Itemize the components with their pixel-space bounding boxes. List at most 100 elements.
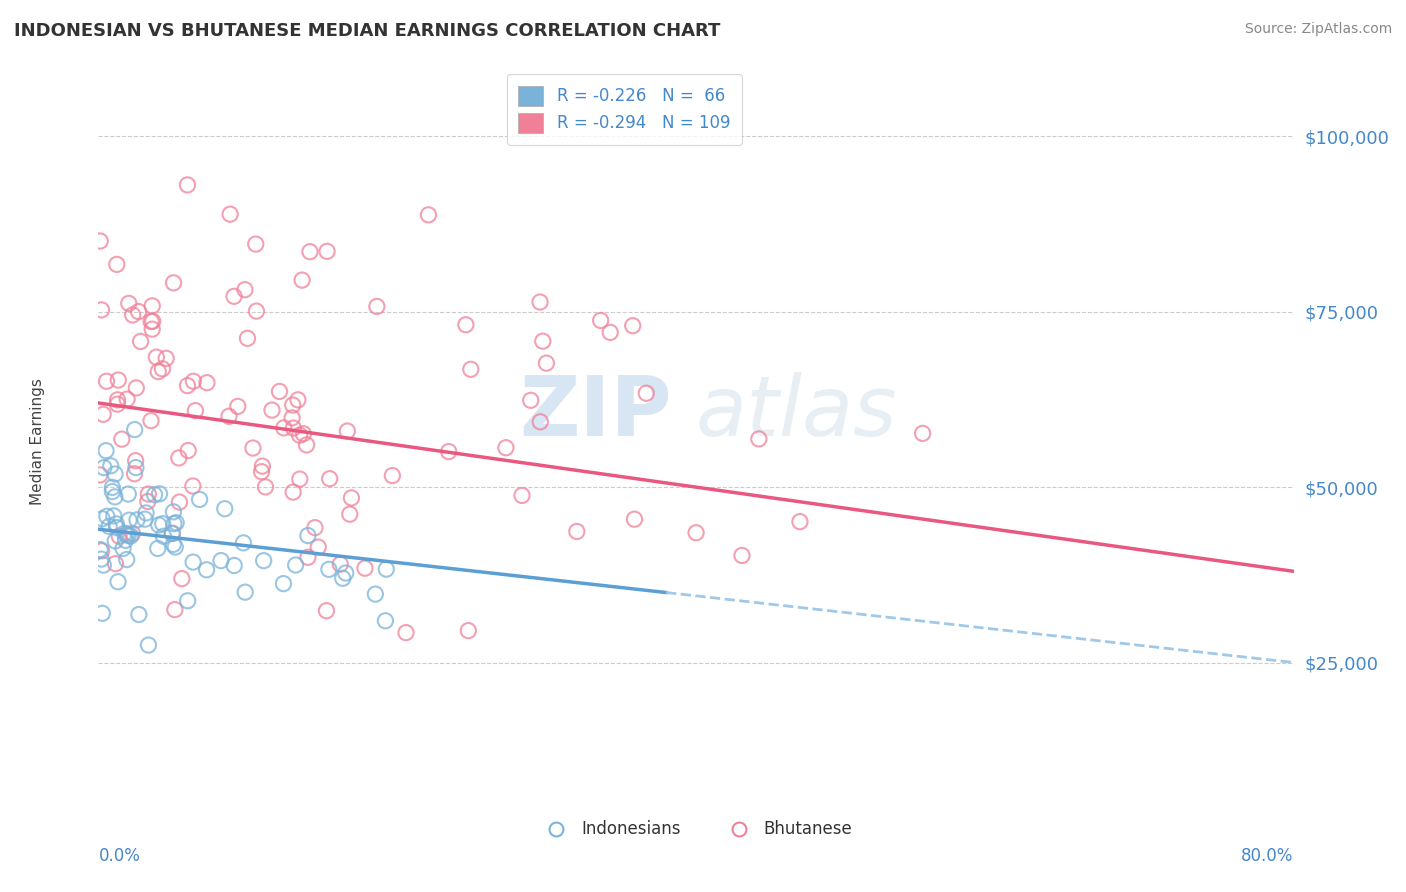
Point [260, 403, 283, 417]
Point [152, 516, 174, 531]
Point [184, 403, 207, 417]
Point [108, 529, 131, 543]
Point [145, 350, 167, 364]
Point [118, 513, 141, 527]
Point [335, 566, 357, 580]
Point [183, 374, 205, 388]
Point [165, 516, 187, 530]
Point [295, 438, 318, 452]
Point [181, 555, 204, 569]
Point [89, 542, 111, 557]
Point [188, 492, 211, 507]
Point [245, 237, 267, 252]
Point [366, 300, 388, 314]
Point [112, 526, 135, 541]
Point [589, 313, 612, 327]
Point [298, 244, 321, 259]
Point [288, 472, 311, 486]
Text: Source: ZipAtlas.com: Source: ZipAtlas.com [1244, 22, 1392, 37]
Point [316, 244, 339, 259]
Point [181, 479, 204, 493]
Point [91, 407, 114, 421]
Point [117, 528, 139, 542]
Point [136, 487, 159, 501]
Point [105, 257, 128, 271]
Point [636, 386, 658, 401]
Text: Median Earnings: Median Earnings [30, 378, 45, 505]
Point [621, 318, 644, 333]
Point [354, 561, 377, 575]
Point [288, 428, 311, 442]
Point [165, 540, 187, 554]
Point [96, 374, 118, 388]
Point [292, 426, 315, 441]
Point [911, 426, 934, 441]
Point [105, 520, 128, 534]
Text: 0.0%: 0.0% [98, 847, 141, 865]
Point [789, 515, 811, 529]
Point [329, 558, 352, 572]
Point [332, 571, 354, 585]
Point [128, 607, 150, 622]
Point [90, 552, 112, 566]
Point [121, 308, 143, 322]
Point [107, 574, 129, 589]
Point [111, 541, 134, 556]
Point [510, 488, 533, 502]
Point [163, 602, 186, 616]
Point [170, 572, 193, 586]
Point [233, 585, 256, 599]
Point [291, 273, 314, 287]
Point [104, 557, 127, 571]
Point [529, 295, 551, 310]
Point [89, 467, 111, 482]
Point [307, 540, 329, 554]
Point [531, 334, 554, 348]
Point [134, 512, 156, 526]
Point [315, 604, 337, 618]
Point [176, 594, 198, 608]
Point [209, 553, 232, 567]
Text: ZIP: ZIP [520, 372, 672, 453]
Point [90, 543, 112, 558]
Point [236, 331, 259, 345]
Point [336, 424, 359, 438]
Point [284, 558, 307, 572]
Point [101, 480, 124, 494]
Point [495, 441, 517, 455]
Point [155, 351, 177, 366]
Point [163, 516, 186, 531]
Point [375, 562, 398, 576]
Point [273, 576, 295, 591]
Point [162, 276, 184, 290]
Point [364, 587, 387, 601]
Point [232, 536, 254, 550]
Point [287, 392, 309, 407]
Point [218, 409, 240, 424]
Point [91, 558, 114, 573]
Point [160, 526, 183, 541]
Point [115, 392, 138, 406]
Point [519, 393, 541, 408]
Point [148, 365, 170, 379]
Text: INDONESIAN VS BHUTANESE MEDIAN EARNINGS CORRELATION CHART: INDONESIAN VS BHUTANESE MEDIAN EARNINGS … [14, 22, 720, 40]
Point [418, 208, 440, 222]
Point [124, 467, 146, 481]
Point [281, 410, 304, 425]
Point [623, 512, 645, 526]
Point [283, 421, 305, 435]
Point [273, 421, 295, 435]
Point [169, 495, 191, 509]
Point [148, 518, 170, 533]
Point [148, 487, 170, 501]
Point [340, 491, 363, 505]
Point [395, 625, 418, 640]
Point [152, 361, 174, 376]
Point [111, 432, 134, 446]
Point [454, 318, 477, 332]
Point [104, 467, 127, 481]
Point [141, 299, 163, 313]
Point [685, 525, 707, 540]
Point [233, 283, 256, 297]
Point [117, 487, 139, 501]
